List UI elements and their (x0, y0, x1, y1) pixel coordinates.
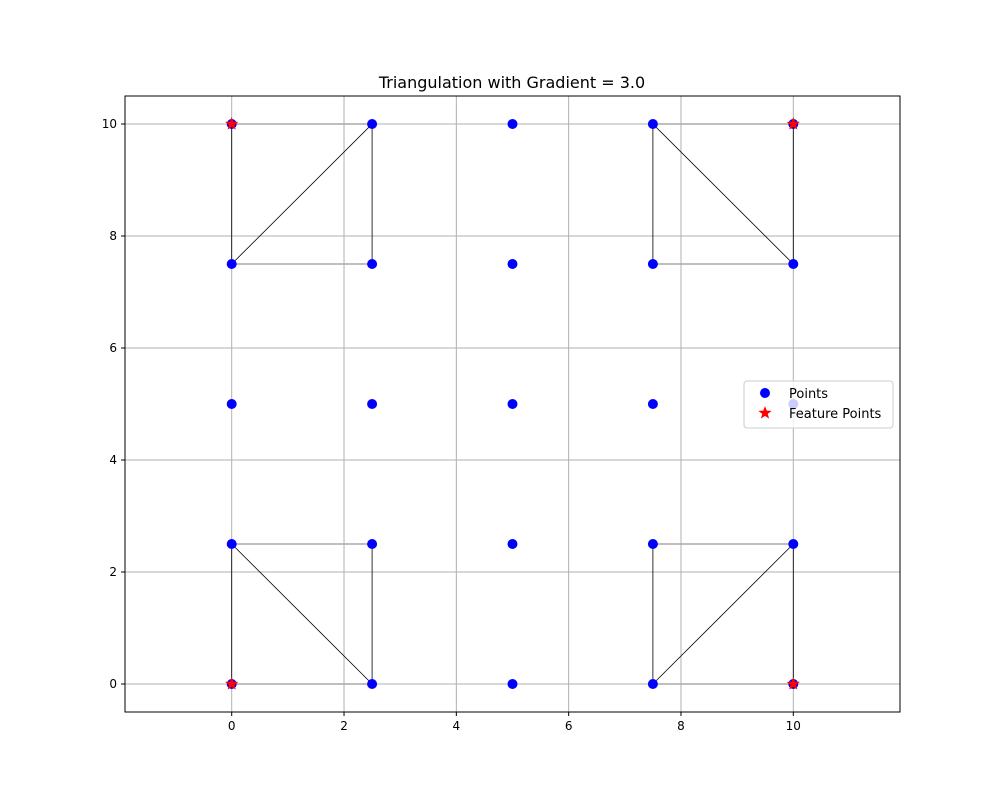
data-point (647, 119, 658, 129)
legend-feature-marker (758, 406, 772, 419)
y-tick-label: 0 (109, 677, 117, 691)
data-point (788, 259, 799, 269)
data-point (647, 679, 658, 689)
feature-point (786, 677, 800, 690)
data-point (226, 259, 237, 269)
feature-point (786, 117, 800, 130)
data-point (507, 259, 518, 269)
x-tick-label: 2 (340, 719, 348, 733)
x-tick-label: 4 (453, 719, 461, 733)
data-point (647, 539, 658, 549)
plot-frame (124, 95, 901, 713)
y-tick-label: 10 (102, 117, 117, 131)
triangle-edge (652, 123, 794, 265)
axis-ticks: 0 2 4 6 8 10 0 2 4 6 8 10 (102, 117, 801, 733)
legend-box (743, 380, 894, 429)
data-point (367, 679, 378, 689)
data-point (226, 399, 237, 409)
feature-point (225, 677, 239, 690)
y-tick-label: 4 (109, 453, 117, 467)
data-point (507, 539, 518, 549)
points-series (226, 119, 799, 689)
legend: Points Feature Points (743, 380, 894, 429)
data-point (367, 399, 378, 409)
x-tick-label: 8 (677, 719, 685, 733)
triangle-edge (231, 543, 373, 685)
data-point (367, 259, 378, 269)
x-tick-label: 10 (786, 719, 801, 733)
triangulation-edges (231, 123, 794, 685)
x-tick-label: 0 (228, 719, 236, 733)
data-point (367, 119, 378, 129)
x-tick-label: 6 (565, 719, 573, 733)
triangle-edge (652, 543, 794, 685)
data-point (647, 399, 658, 409)
data-point (507, 399, 518, 409)
triangle-edge (231, 123, 373, 265)
data-point (647, 259, 658, 269)
feature-points-series (225, 117, 800, 690)
y-tick-label: 2 (109, 565, 117, 579)
legend-feature-label: Feature Points (789, 407, 882, 422)
data-point (507, 119, 518, 129)
y-tick-label: 8 (109, 229, 117, 243)
y-tick-label: 6 (109, 341, 117, 355)
chart-title: Triangulation with Gradient = 3.0 (378, 73, 645, 92)
feature-point (225, 117, 239, 130)
data-point (788, 539, 799, 549)
legend-points-marker (760, 388, 770, 398)
data-point (367, 539, 378, 549)
grid (125, 96, 900, 712)
legend-points-label: Points (789, 387, 828, 402)
data-point (507, 679, 518, 689)
data-point (226, 539, 237, 549)
